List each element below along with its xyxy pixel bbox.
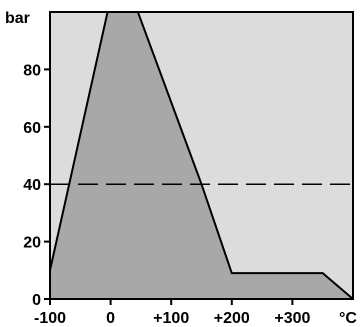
y-tick-label-60: 60 [23, 120, 41, 137]
x-tick-label-0: 0 [106, 310, 115, 327]
plot-frame [49, 11, 354, 300]
x-tick-label--100: -100 [34, 310, 66, 327]
x-tick-label-200: +200 [214, 310, 250, 327]
x-unit-label: °C [339, 310, 357, 327]
y-tick-label-20: 20 [23, 235, 41, 252]
y-tick-label-80: 80 [23, 62, 41, 79]
y-unit-label: bar [5, 10, 30, 27]
x-tick-label-100: +100 [153, 310, 189, 327]
x-tick-label-300: +300 [274, 310, 310, 327]
y-tick-label-40: 40 [23, 177, 41, 194]
series-area-0 [50, 12, 353, 299]
y-tick-label-0: 0 [32, 292, 41, 309]
